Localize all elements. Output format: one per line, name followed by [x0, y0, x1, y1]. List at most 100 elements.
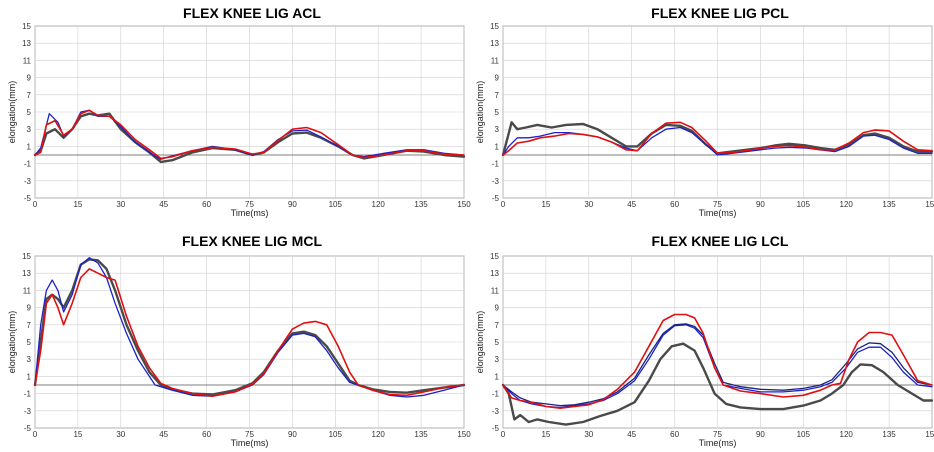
x-tick-label: 15 [541, 200, 550, 209]
x-tick-label: 60 [202, 200, 211, 209]
chart-acl: FLEX KNEE LIG ACL 0 15 30 45 60 75 90 105 120 135… [7, 5, 471, 218]
y-tick-label: 5 [495, 338, 500, 347]
x-tick-label: 135 [414, 430, 428, 439]
x-tick-label: 45 [159, 430, 168, 439]
x-tick-label: 60 [670, 200, 679, 209]
y-tick-label: -1 [24, 160, 32, 169]
x-tick-label: 135 [882, 200, 896, 209]
x-tick-label: 105 [797, 200, 811, 209]
y-tick-label: 7 [27, 321, 32, 330]
series-line [502, 126, 933, 156]
y-tick-label: 15 [490, 252, 499, 261]
y-tick-label: 5 [27, 338, 32, 347]
y-tick-label: 15 [22, 252, 31, 261]
x-tick-label: 15 [541, 430, 550, 439]
x-tick-label: 90 [756, 430, 765, 439]
x-tick-label: 75 [713, 430, 722, 439]
y-tick-label: 11 [491, 286, 500, 295]
x-axis-label: Time(ms) [699, 438, 737, 448]
x-tick-label: 45 [159, 200, 168, 209]
x-tick-label: 90 [756, 200, 765, 209]
y-tick-label: 3 [27, 355, 32, 364]
series-line [501, 342, 934, 426]
y-tick-label: 11 [491, 56, 500, 65]
x-tick-label: 15 [73, 430, 82, 439]
y-tick-label: 3 [495, 355, 500, 364]
chart-mcl: FLEX KNEE LIG MCL 0 15 30 45 60 75 90 105 120 135… [7, 233, 471, 448]
chart-title: FLEX KNEE LIG PCL [651, 5, 789, 21]
y-tick-label: 5 [27, 108, 32, 117]
y-tick-label: 5 [495, 108, 500, 117]
y-tick-label: 9 [27, 74, 32, 83]
y-axis-label: elongation(mm) [475, 311, 485, 374]
y-tick-label: -1 [492, 160, 500, 169]
x-tick-label: 120 [840, 200, 854, 209]
x-tick-label: 135 [414, 200, 428, 209]
series-line [34, 268, 465, 397]
x-tick-label: 30 [584, 200, 593, 209]
series-line [502, 121, 933, 156]
y-tick-label: -1 [24, 390, 32, 399]
y-tick-label: 11 [23, 286, 32, 295]
x-tick-label: 30 [116, 430, 125, 439]
y-tick-label: 13 [22, 269, 31, 278]
x-tick-label: 60 [202, 430, 211, 439]
x-tick-label: 45 [627, 430, 636, 439]
y-tick-label: 7 [495, 321, 500, 330]
x-tick-label: 0 [501, 430, 506, 439]
y-tick-label: 9 [495, 74, 500, 83]
y-tick-label: 13 [490, 269, 499, 278]
y-tick-label: 1 [27, 372, 32, 381]
y-tick-label: 7 [27, 91, 32, 100]
y-axis-label: elongation(mm) [475, 81, 485, 144]
y-tick-label: -3 [24, 407, 32, 416]
x-tick-label: 105 [329, 200, 343, 209]
y-axis-label: elongation(mm) [7, 311, 17, 374]
chart-pcl: FLEX KNEE LIG PCL 0 15 30 45 60 75 90 105 120 135… [475, 5, 934, 218]
x-axis-label: Time(ms) [231, 438, 269, 448]
x-tick-label: 45 [627, 200, 636, 209]
x-tick-label: 105 [329, 430, 343, 439]
x-tick-label: 75 [713, 200, 722, 209]
x-tick-label: 30 [584, 430, 593, 439]
y-tick-label: 11 [23, 56, 32, 65]
series-line [502, 324, 933, 409]
x-tick-label: 0 [501, 200, 506, 209]
x-tick-label: 150 [925, 430, 934, 439]
y-tick-label: -3 [492, 407, 500, 416]
y-tick-label: -1 [492, 390, 500, 399]
y-tick-label: 15 [22, 22, 31, 31]
y-tick-label: -5 [492, 194, 500, 203]
chart-lcl: FLEX KNEE LIG LCL 0 15 30 45 60 75 90 105 120 135… [475, 233, 934, 448]
chart-title: FLEX KNEE LIG ACL [183, 5, 321, 21]
y-tick-label: 1 [27, 142, 32, 151]
y-tick-label: 7 [495, 91, 500, 100]
x-tick-label: 30 [116, 200, 125, 209]
series-line [502, 313, 933, 409]
x-tick-label: 150 [457, 430, 471, 439]
chart-title: FLEX KNEE LIG LCL [652, 233, 789, 249]
x-tick-label: 120 [372, 430, 386, 439]
y-tick-label: 13 [22, 39, 31, 48]
x-tick-label: 105 [797, 430, 811, 439]
y-tick-label: -5 [24, 194, 32, 203]
y-tick-label: -3 [24, 177, 32, 186]
y-tick-label: 9 [27, 304, 32, 313]
x-tick-label: 150 [457, 200, 471, 209]
x-tick-label: 150 [925, 200, 934, 209]
x-tick-label: 0 [33, 430, 38, 439]
x-tick-label: 15 [73, 200, 82, 209]
x-axis-label: Time(ms) [699, 208, 737, 218]
y-tick-label: 15 [490, 22, 499, 31]
x-tick-label: 90 [288, 430, 297, 439]
y-tick-label: 3 [27, 125, 32, 134]
x-tick-label: 120 [372, 200, 386, 209]
series-line [34, 109, 465, 160]
chart-title: FLEX KNEE LIG MCL [182, 233, 322, 249]
y-axis-label: elongation(mm) [7, 81, 17, 144]
y-tick-label: -5 [492, 424, 500, 433]
y-tick-label: 9 [495, 304, 500, 313]
x-tick-label: 90 [288, 200, 297, 209]
y-tick-label: 1 [495, 372, 500, 381]
